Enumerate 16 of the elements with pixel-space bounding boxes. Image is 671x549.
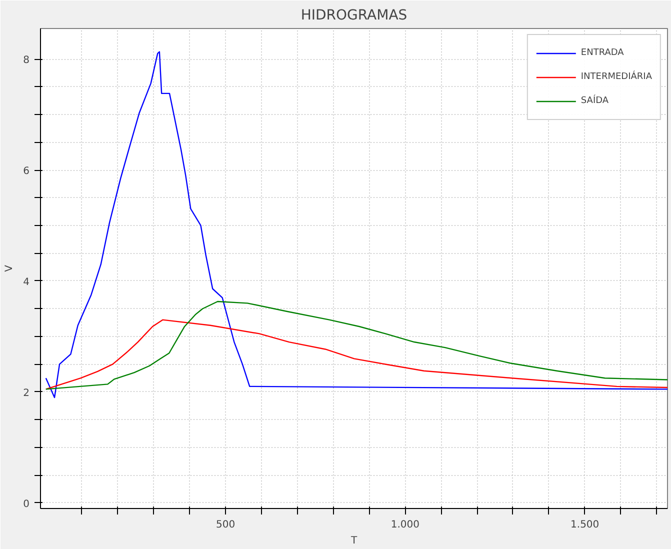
legend-label: INTERMEDIÁRIA xyxy=(580,72,652,82)
x-tick-label: 500 xyxy=(216,520,236,530)
chart-title: HIDROGRAMAS xyxy=(300,8,408,24)
x-tick-label: 1.000 xyxy=(390,520,420,530)
x-axis-title: T xyxy=(350,536,358,546)
y-tick-label: 4 xyxy=(23,276,30,288)
legend-label: ENTRADA xyxy=(580,48,624,58)
y-tick-label: 0 xyxy=(23,498,30,510)
x-tick-label: 1.500 xyxy=(570,520,600,530)
y-tick-label: 8 xyxy=(23,55,30,66)
legend-label: SAÍDA xyxy=(580,96,609,106)
y-tick-label: 2 xyxy=(23,388,30,399)
line-series xyxy=(45,319,668,390)
y-tick-label: 6 xyxy=(23,166,30,178)
y-axis-title: V xyxy=(4,264,16,272)
line-series xyxy=(45,300,668,390)
